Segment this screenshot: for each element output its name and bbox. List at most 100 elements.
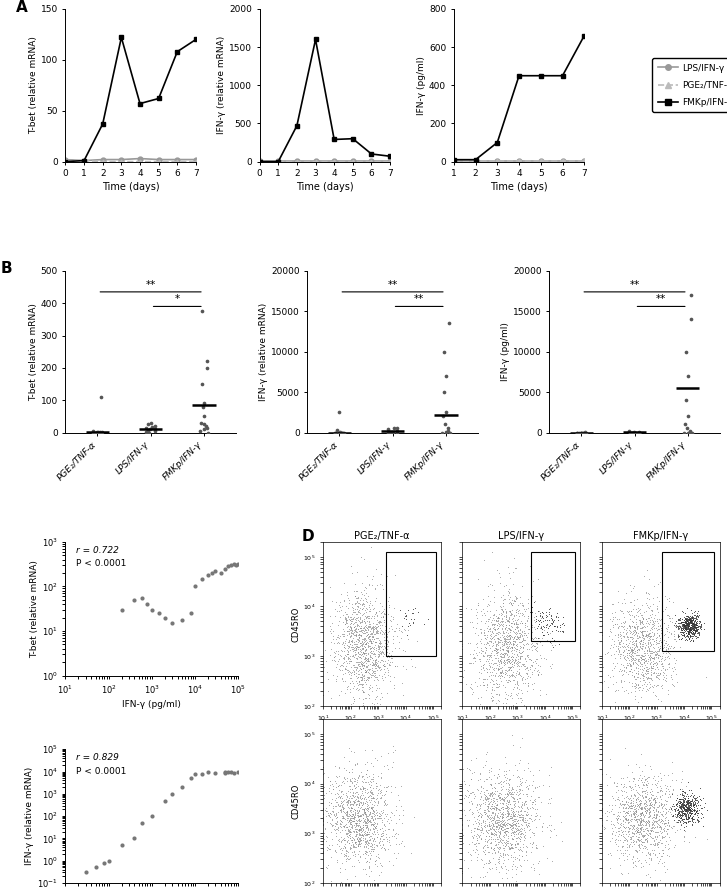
Point bbox=[512, 830, 523, 845]
Point bbox=[330, 812, 342, 826]
Point bbox=[353, 603, 365, 617]
Point bbox=[176, 780, 188, 794]
Point bbox=[476, 822, 488, 837]
Point bbox=[536, 619, 547, 633]
Point bbox=[642, 814, 654, 828]
Point bbox=[503, 668, 515, 682]
Point bbox=[369, 601, 380, 615]
Point bbox=[358, 665, 370, 680]
Point bbox=[483, 856, 495, 871]
Point bbox=[643, 649, 654, 664]
Point bbox=[347, 623, 358, 637]
Point bbox=[479, 615, 491, 630]
Point bbox=[579, 425, 590, 439]
Point bbox=[646, 638, 657, 652]
Point bbox=[486, 617, 498, 632]
Point bbox=[507, 805, 518, 819]
Point bbox=[628, 625, 640, 640]
Point bbox=[630, 624, 642, 639]
Point bbox=[519, 811, 531, 825]
Point bbox=[366, 791, 378, 805]
Point bbox=[348, 814, 360, 828]
Point bbox=[631, 621, 643, 635]
Point bbox=[481, 632, 492, 647]
Point bbox=[318, 828, 329, 842]
Point bbox=[627, 804, 639, 818]
Point bbox=[499, 750, 511, 764]
Point bbox=[683, 627, 695, 641]
Point bbox=[677, 801, 688, 815]
Point bbox=[364, 624, 375, 638]
Point bbox=[501, 824, 513, 838]
Point bbox=[491, 677, 503, 691]
Point bbox=[518, 830, 529, 844]
Point bbox=[355, 629, 366, 643]
Point bbox=[677, 792, 688, 806]
Point bbox=[469, 821, 481, 835]
Point bbox=[679, 622, 691, 636]
Point bbox=[352, 838, 364, 853]
Point bbox=[369, 822, 381, 836]
Point bbox=[486, 789, 497, 803]
Point bbox=[336, 784, 348, 798]
Point bbox=[351, 831, 363, 846]
Point bbox=[494, 653, 505, 667]
Point bbox=[619, 842, 630, 856]
Point bbox=[345, 774, 356, 789]
Point bbox=[514, 625, 526, 640]
Point bbox=[518, 827, 529, 841]
Point bbox=[498, 835, 510, 849]
Point bbox=[648, 656, 659, 670]
Point bbox=[520, 602, 531, 616]
Point bbox=[370, 655, 382, 669]
Point bbox=[524, 660, 536, 674]
Point bbox=[358, 632, 369, 646]
Point bbox=[505, 660, 517, 674]
Point bbox=[521, 789, 533, 803]
Point bbox=[390, 659, 402, 673]
Point bbox=[500, 824, 512, 838]
Point bbox=[621, 789, 632, 804]
Point bbox=[630, 792, 641, 806]
Point bbox=[651, 838, 663, 853]
Point bbox=[529, 594, 541, 608]
Point bbox=[604, 612, 616, 626]
Point bbox=[499, 663, 511, 677]
Point bbox=[628, 805, 640, 820]
Point bbox=[686, 786, 698, 800]
Point bbox=[692, 609, 704, 624]
Point bbox=[624, 630, 635, 644]
Point bbox=[505, 664, 517, 678]
Point bbox=[377, 859, 388, 873]
Point bbox=[373, 661, 385, 675]
Point bbox=[373, 641, 385, 656]
Point bbox=[635, 772, 646, 787]
Point bbox=[486, 788, 497, 802]
Point bbox=[497, 814, 508, 829]
Point bbox=[318, 822, 330, 836]
Point bbox=[684, 611, 696, 625]
Point bbox=[382, 746, 394, 760]
Point bbox=[378, 817, 390, 831]
Point bbox=[672, 803, 683, 817]
Point bbox=[356, 807, 368, 822]
Point bbox=[620, 812, 632, 826]
Point bbox=[353, 673, 365, 688]
Point bbox=[622, 667, 634, 681]
Point bbox=[481, 799, 493, 814]
Point bbox=[358, 614, 370, 628]
Point bbox=[604, 624, 616, 639]
Point bbox=[366, 800, 377, 814]
Point bbox=[680, 621, 692, 635]
Point bbox=[513, 686, 524, 700]
Point bbox=[354, 822, 366, 837]
Point bbox=[680, 632, 691, 647]
Point bbox=[640, 638, 652, 652]
Point bbox=[334, 659, 345, 673]
Point bbox=[364, 604, 376, 618]
Point bbox=[632, 641, 643, 656]
Point bbox=[369, 657, 380, 671]
Point bbox=[350, 835, 362, 849]
Point bbox=[506, 643, 518, 657]
Point bbox=[368, 816, 379, 830]
